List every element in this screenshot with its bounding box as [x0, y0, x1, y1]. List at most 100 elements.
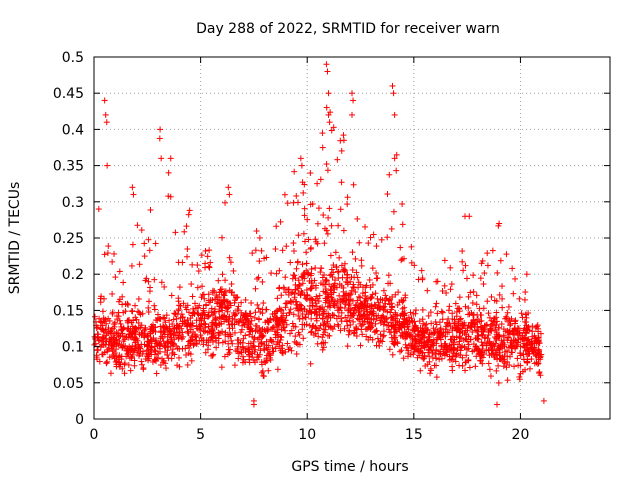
data-point — [147, 284, 154, 291]
data-point — [397, 244, 404, 251]
data-point — [134, 308, 141, 315]
data-point — [327, 291, 334, 298]
data-point — [201, 328, 208, 335]
data-point — [188, 357, 195, 364]
data-point — [326, 119, 333, 126]
data-point — [350, 97, 357, 104]
data-point — [512, 317, 519, 324]
data-point — [228, 280, 235, 287]
data-point — [127, 367, 134, 374]
data-point — [290, 247, 297, 254]
data-point — [176, 284, 183, 291]
y-tick-label: 0.3 — [62, 195, 84, 211]
data-point — [149, 328, 156, 335]
data-point — [352, 255, 359, 262]
data-point — [226, 331, 233, 338]
data-point — [505, 318, 512, 325]
data-point — [398, 257, 405, 264]
data-point — [377, 320, 384, 327]
data-point — [458, 325, 465, 332]
data-point — [463, 352, 470, 359]
data-point — [438, 329, 445, 336]
data-point — [120, 279, 127, 286]
data-point — [193, 334, 200, 341]
data-point — [459, 362, 466, 369]
data-point — [374, 275, 381, 282]
data-point — [272, 345, 279, 352]
data-point — [315, 205, 322, 212]
data-point — [341, 260, 348, 267]
data-point — [283, 243, 290, 250]
data-point — [215, 332, 222, 339]
data-point — [394, 301, 401, 308]
data-point — [447, 286, 454, 293]
data-point — [373, 327, 380, 334]
data-point — [273, 223, 280, 230]
data-point — [428, 339, 435, 346]
data-point — [446, 342, 453, 349]
data-point — [222, 199, 229, 206]
data-point — [119, 301, 126, 308]
data-point — [529, 328, 536, 335]
data-point — [292, 298, 299, 305]
data-point — [456, 306, 463, 313]
data-point — [308, 315, 315, 322]
data-point — [527, 341, 534, 348]
data-point — [511, 318, 518, 325]
data-point — [398, 310, 405, 317]
data-point — [394, 312, 401, 319]
data-point — [221, 292, 228, 299]
data-point — [192, 300, 199, 307]
data-point — [157, 315, 164, 322]
data-point — [228, 320, 235, 327]
data-point — [239, 353, 246, 360]
data-point — [392, 291, 399, 298]
data-point — [432, 303, 439, 310]
data-point — [218, 313, 225, 320]
data-point — [334, 307, 341, 314]
data-point — [341, 304, 348, 311]
data-point — [267, 354, 274, 361]
data-point — [256, 258, 263, 265]
data-point — [424, 327, 431, 334]
data-point — [522, 347, 529, 354]
y-tick-label: 0.45 — [53, 86, 84, 102]
data-point — [330, 302, 337, 309]
data-point — [425, 312, 432, 319]
data-point — [291, 294, 298, 301]
data-point — [492, 324, 499, 331]
data-point — [198, 252, 205, 259]
data-point — [540, 397, 547, 404]
data-point — [95, 337, 102, 344]
data-point — [142, 356, 149, 363]
data-point — [345, 291, 352, 298]
data-point — [308, 328, 315, 335]
data-point — [92, 335, 99, 342]
data-point — [201, 311, 208, 318]
data-point — [390, 90, 397, 97]
data-point — [337, 327, 344, 334]
data-point — [349, 111, 355, 118]
data-point — [350, 181, 357, 188]
data-point — [260, 373, 267, 380]
data-point — [377, 317, 384, 324]
data-point — [509, 349, 516, 356]
data-point — [465, 311, 472, 318]
data-point — [469, 328, 476, 335]
data-point — [324, 318, 331, 325]
data-point — [389, 82, 396, 89]
data-point — [272, 331, 279, 338]
data-point — [336, 254, 343, 261]
data-point — [148, 336, 155, 343]
data-point — [427, 370, 434, 377]
data-point — [327, 109, 334, 116]
data-point — [300, 230, 307, 237]
data-point — [117, 320, 124, 327]
data-point — [517, 362, 524, 369]
data-point — [218, 304, 225, 311]
data-point — [205, 342, 212, 349]
data-point — [496, 349, 503, 356]
data-point — [299, 311, 306, 318]
data-point — [399, 298, 406, 305]
data-point — [326, 205, 333, 212]
